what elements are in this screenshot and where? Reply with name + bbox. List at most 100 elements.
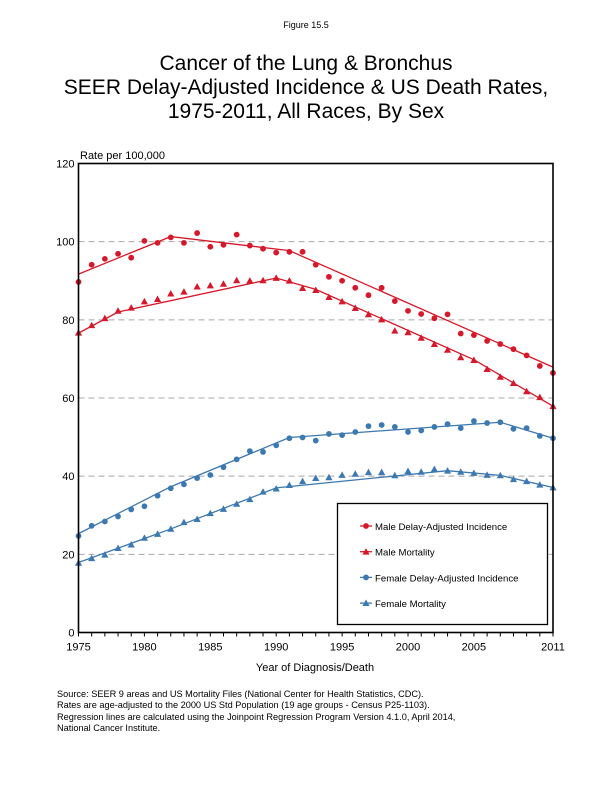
data-point [496,471,504,479]
x-tick-label: 1975 [66,642,90,654]
data-point [457,330,464,337]
data-point [194,230,201,236]
data-point [207,243,214,250]
data-point [101,314,109,322]
data-point [114,544,122,551]
data-point [536,433,543,439]
data-point [338,297,346,305]
data-point [405,307,411,314]
data-point [378,468,386,476]
legend-label: Male Delay-Adjusted Incidence [375,522,507,533]
data-point [259,276,267,284]
data-point [233,276,241,284]
data-point [430,465,438,473]
data-point [285,481,293,489]
data-point [154,239,161,246]
x-axis-label: Year of Diagnosis/Death [256,662,374,674]
data-point [167,525,175,532]
legend-label: Female Mortality [375,599,446,610]
y-tick-label: 100 [56,237,74,249]
figure-label: Figure 15.5 [283,20,329,30]
data-point [497,419,504,426]
data-point [417,468,425,475]
data-point [167,234,174,241]
data-point [194,475,201,482]
data-point [298,284,307,292]
data-point [404,328,412,336]
data-point [219,280,228,287]
data-point [378,315,386,323]
data-point [405,429,411,435]
legend-label: Male Mortality [375,548,435,559]
data-point [115,250,121,257]
data-point [496,373,504,380]
data-point [141,237,148,244]
data-point [273,249,280,256]
data-point [312,474,320,482]
data-point [391,424,398,430]
data-point [153,530,162,537]
data-point [101,518,108,525]
y-tick-label: 80 [62,315,74,327]
data-point [272,274,280,281]
data-point [181,481,187,488]
data-point [180,518,188,526]
data-point [431,315,438,322]
data-point [536,363,543,369]
data-point [471,332,477,338]
data-point [260,449,266,455]
y-axis-label: Rate per 100,000 [80,150,165,162]
legend-box [336,502,549,626]
regression-line [78,277,554,407]
data-point [365,292,372,299]
data-point [483,365,491,372]
data-point [444,421,451,428]
data-point [443,467,452,474]
series-layer [74,230,557,566]
data-point [391,471,399,479]
data-point [128,506,135,513]
data-point [523,477,531,485]
data-point [115,513,121,520]
data-point [325,293,333,301]
data-point [378,422,385,428]
data-point [484,338,490,344]
x-tick-label: 1980 [132,642,156,654]
data-point [88,261,95,268]
data-point [312,261,319,268]
data-point [167,485,174,492]
data-point [154,492,161,499]
data-point [180,288,188,295]
data-point [364,310,373,318]
data-point [497,341,504,347]
x-tick-label: 1990 [264,642,288,654]
data-point [510,346,517,353]
chart-title: Cancer of the Lung & Bronchus SEER Delay… [0,52,612,124]
data-point [351,304,359,311]
data-point [140,534,149,541]
y-tick-label: 120 [56,159,74,171]
data-point [352,284,359,291]
series-female-mortality [74,465,557,566]
data-point [430,340,438,347]
data-point [259,488,267,495]
source-note: Source: SEER 9 areas and US Mortality Fi… [57,689,455,734]
data-point [457,425,464,431]
x-tick-label: 1995 [330,642,354,654]
data-point [523,387,531,395]
data-point [260,245,266,252]
source-line-3: Regression lines are calculated using th… [57,711,456,722]
data-point [352,429,359,435]
data-point [312,286,320,294]
data-point [523,352,530,359]
data-point [246,277,254,284]
legend-marker [363,523,369,529]
data-point [417,334,425,341]
data-point [128,254,135,261]
data-point [536,481,544,488]
regression-line [78,235,554,368]
data-point [181,239,187,246]
data-point [536,393,544,401]
data-point [443,346,452,353]
data-point [273,442,280,449]
